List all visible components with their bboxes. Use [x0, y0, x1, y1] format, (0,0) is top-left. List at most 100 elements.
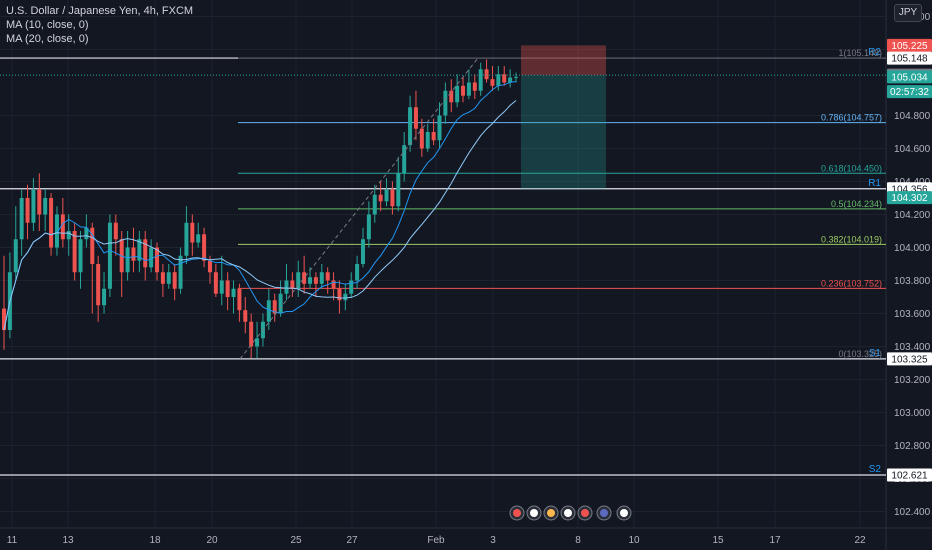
- candle-body: [302, 272, 307, 284]
- price-badge: [887, 468, 932, 482]
- candle-body: [372, 194, 377, 215]
- symbol-title[interactable]: U.S. Dollar / Japanese Yen, 4h, FXCM: [6, 5, 194, 17]
- price-badge: [887, 352, 932, 366]
- candle-body: [102, 288, 107, 306]
- event-flag-icon: [581, 509, 589, 517]
- candle-body: [19, 198, 24, 240]
- candle-body: [90, 227, 95, 264]
- candle-body: [72, 231, 77, 273]
- fib-label: 0.618(104.450): [821, 163, 882, 173]
- pivot-label-r2: R2: [868, 47, 881, 58]
- candle-body: [131, 247, 136, 261]
- y-tick-label: 103.200: [894, 375, 931, 386]
- y-tick-label: 104.000: [894, 243, 931, 254]
- candle-body: [437, 115, 442, 141]
- fib-label: 0.236(103.752): [821, 278, 882, 288]
- y-tick-label: 103.000: [894, 408, 931, 419]
- candle-body: [431, 132, 436, 141]
- candle-body: [219, 280, 224, 294]
- x-tick-label: 8: [575, 535, 581, 546]
- price-badge-label: 104.302: [891, 193, 928, 204]
- candle-body: [237, 288, 242, 311]
- candle-body: [478, 69, 483, 91]
- candle-body: [137, 239, 142, 261]
- fib-trendline: [239, 57, 479, 360]
- fib-label: 1(105.148): [838, 48, 882, 58]
- x-tick-label: 10: [628, 535, 640, 546]
- ma20-legend[interactable]: MA (20, close, 0): [6, 33, 89, 45]
- x-tick-label: 25: [290, 535, 302, 546]
- pivot-label-r1: R1: [868, 178, 881, 189]
- event-flag-icon: [620, 509, 628, 517]
- candle-body: [466, 82, 471, 96]
- pivot-label-s1: S1: [869, 348, 882, 359]
- position-target-zone: [521, 75, 606, 189]
- candle-body: [149, 247, 154, 268]
- candle-body: [490, 79, 495, 86]
- candle-body: [166, 272, 171, 284]
- currency-badge[interactable]: JPY: [894, 4, 922, 22]
- candle-body: [413, 107, 418, 129]
- y-tick-label: 104.200: [894, 210, 931, 221]
- candle-body: [107, 222, 112, 289]
- candle-body: [190, 222, 195, 243]
- candle-body: [461, 85, 466, 96]
- candle-body: [408, 107, 413, 146]
- price-badge-label: 102.621: [891, 471, 928, 482]
- candle-body: [384, 189, 389, 202]
- candle-body: [255, 338, 260, 347]
- candle-body: [243, 310, 248, 322]
- candle-body: [337, 288, 342, 301]
- candle-body: [202, 234, 207, 261]
- y-tick-label: 103.600: [894, 309, 931, 320]
- price-badge-label: 105.148: [891, 54, 928, 65]
- candle-body: [396, 173, 401, 207]
- price-badge: [887, 191, 932, 205]
- candle-body: [514, 76, 518, 78]
- candle-body: [178, 255, 183, 289]
- candle-body: [484, 69, 489, 80]
- fib-label: 0.786(104.757): [821, 113, 882, 123]
- candle-body: [360, 239, 365, 264]
- candle-body: [502, 74, 507, 83]
- event-flag-icon: [530, 509, 538, 517]
- candle-body: [184, 222, 189, 256]
- candle-body: [66, 231, 71, 240]
- candle-body: [84, 227, 89, 240]
- price-badge: [887, 70, 932, 84]
- x-tick-label: 11: [7, 535, 18, 546]
- fib-label: 0.382(104.019): [821, 234, 882, 244]
- x-tick-label: 17: [769, 535, 781, 546]
- x-tick-label: 18: [149, 535, 161, 546]
- candle-body: [37, 189, 42, 215]
- candle-body: [207, 260, 212, 273]
- y-tick-label: 102.800: [894, 441, 931, 452]
- position-stop-zone: [521, 45, 606, 76]
- candle-body: [366, 214, 371, 240]
- candle-body: [113, 222, 118, 240]
- ma10-legend[interactable]: MA (10, close, 0): [6, 19, 89, 31]
- candle-body: [425, 132, 430, 149]
- y-tick-label: 102.400: [894, 507, 931, 518]
- candle-body: [319, 272, 324, 284]
- ma20-line: [3, 100, 517, 331]
- candle-body: [2, 308, 6, 330]
- candle-body: [508, 77, 513, 83]
- candle-body: [349, 280, 354, 294]
- candle-body: [160, 272, 165, 284]
- price-badge-label: 02:57:32: [890, 87, 929, 98]
- candle-body: [196, 234, 201, 243]
- candle-body: [296, 272, 301, 289]
- event-flag-icon: [564, 509, 572, 517]
- candle-body: [449, 90, 454, 103]
- candle-body: [343, 293, 348, 301]
- candle-body: [284, 280, 289, 294]
- chart-legend: U.S. Dollar / Japanese Yen, 4h, FXCM MA …: [6, 4, 193, 46]
- x-tick-label: 20: [206, 535, 218, 546]
- x-tick-label: 22: [854, 535, 866, 546]
- candle-body: [419, 128, 424, 149]
- candle-body: [266, 300, 271, 322]
- event-flag-icon: [513, 509, 521, 517]
- candle-body: [325, 272, 330, 281]
